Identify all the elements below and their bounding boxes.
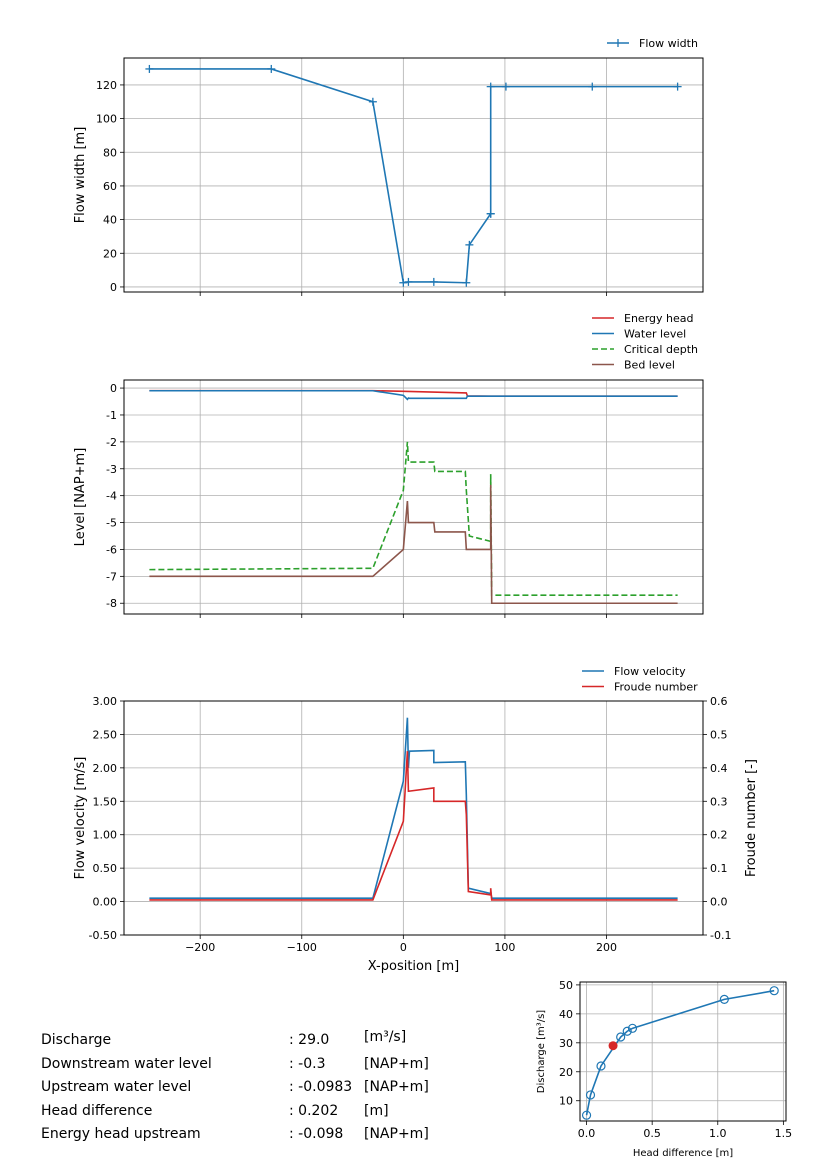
y-axis-label: Flow velocity [m/s] — [73, 757, 88, 880]
info-label: Downstream water level — [41, 1055, 212, 1072]
info-unit: [NAP+m] — [364, 1079, 429, 1096]
y-tick-label: -3 — [106, 463, 117, 476]
y-tick-label: 2.00 — [93, 762, 118, 775]
y2-tick-label: 0.0 — [710, 896, 728, 909]
x-tick-label: 0.0 — [578, 1127, 596, 1140]
data-point — [627, 1023, 638, 1033]
y-axis-label: Discharge [m³/s] — [536, 1010, 547, 1093]
series-line — [149, 389, 678, 401]
axes-frame — [579, 981, 787, 1122]
info-label: Upstream water level — [41, 1079, 192, 1096]
y-tick-label: 20 — [103, 247, 117, 260]
y-tick-label: 10 — [559, 1095, 573, 1108]
legend-label: Bed level — [624, 359, 675, 372]
data-point — [581, 1110, 592, 1120]
y-tick-label: 3.00 — [93, 695, 118, 708]
y-tick-label: 30 — [559, 1037, 573, 1050]
highlight-point — [608, 1041, 618, 1051]
y2-tick-label: 0.3 — [710, 795, 728, 808]
y-tick-label: 20 — [559, 1066, 573, 1079]
info-value: : 29.0 — [289, 1032, 330, 1048]
y-tick-label: -6 — [106, 543, 117, 556]
info-label: Energy head upstream — [41, 1126, 201, 1143]
series-line — [149, 717, 678, 900]
y-tick-label: -4 — [106, 490, 117, 503]
series-line — [585, 989, 775, 1116]
x-axis-label: Head difference [m] — [633, 1148, 733, 1159]
info-value: : -0.098 — [289, 1126, 344, 1143]
y-tick-label: 0.00 — [93, 896, 118, 909]
y2-tick-label: 0.6 — [710, 695, 728, 708]
series-line — [149, 68, 678, 284]
y2-tick-label: 0.5 — [710, 728, 728, 741]
data-point — [719, 994, 729, 1004]
y-tick-label: 1.00 — [93, 829, 118, 842]
y-tick-label: -1 — [106, 409, 117, 422]
legend-label: Water level — [624, 328, 686, 341]
y-tick-label: 80 — [103, 146, 117, 159]
series-line — [149, 441, 678, 596]
info-label: Discharge — [41, 1032, 112, 1048]
x-tick-label: 1.0 — [709, 1127, 727, 1140]
y-tick-label: -2 — [106, 436, 117, 449]
y-tick-label: 50 — [559, 979, 573, 992]
data-point — [585, 1090, 596, 1100]
y-tick-label: 100 — [96, 113, 117, 126]
y-tick-label: 40 — [559, 1008, 573, 1021]
y-tick-label: 60 — [103, 180, 117, 193]
info-value: : -0.3 — [289, 1055, 326, 1072]
x-tick-label: 0.5 — [643, 1127, 661, 1140]
x-tick-label: 0 — [400, 941, 407, 954]
info-label: Head difference — [41, 1102, 153, 1119]
x-tick-label: 200 — [596, 941, 617, 954]
series-line — [149, 484, 678, 605]
y-tick-label: -5 — [106, 517, 117, 530]
data-point — [616, 1032, 626, 1042]
y-tick-label: -8 — [106, 597, 117, 610]
data-point — [596, 1061, 606, 1071]
y-tick-label: 40 — [103, 214, 117, 227]
y-tick-label: 120 — [96, 79, 117, 92]
data-point — [769, 986, 779, 996]
info-unit: [m] — [364, 1102, 389, 1119]
info-unit: [NAP+m] — [364, 1126, 429, 1143]
info-unit: [NAP+m] — [364, 1055, 429, 1072]
x-tick-label: −200 — [185, 941, 215, 954]
legend-label: Flow width — [639, 37, 698, 50]
y2-tick-label: 0.2 — [710, 829, 728, 842]
y-tick-label: -7 — [106, 570, 117, 583]
axes-frame — [123, 379, 704, 615]
y-tick-label: 0 — [110, 281, 117, 294]
legend-label: Critical depth — [624, 343, 698, 356]
y2-tick-label: 0.4 — [710, 762, 728, 775]
y-tick-label: 0 — [110, 382, 117, 395]
legend-label: Froude number — [614, 681, 698, 694]
y-tick-label: 2.50 — [93, 728, 118, 741]
y-tick-label: 1.50 — [93, 795, 118, 808]
y-axis-label: Level [NAP+m] — [73, 448, 88, 547]
info-unit: [m³/s] — [364, 1029, 407, 1045]
x-tick-label: 100 — [494, 941, 515, 954]
legend-label: Energy head — [624, 312, 693, 325]
axes-frame — [123, 700, 704, 936]
y-axis-label: Flow width [m] — [73, 127, 88, 224]
info-value: : -0.0983 — [289, 1079, 353, 1096]
y2-tick-label: -0.1 — [710, 929, 731, 942]
data-point — [622, 1026, 632, 1036]
series-line — [149, 751, 678, 901]
y2-tick-label: 0.1 — [710, 862, 728, 875]
y-tick-label: 0.50 — [93, 862, 118, 875]
legend-label: Flow velocity — [614, 665, 686, 678]
x-tick-label: −100 — [287, 941, 317, 954]
y-tick-label: -0.50 — [89, 929, 117, 942]
info-value: : 0.202 — [289, 1102, 339, 1119]
x-tick-label: 1.5 — [775, 1127, 793, 1140]
x-axis-label: X-position [m] — [368, 959, 459, 974]
axes-frame — [123, 57, 704, 293]
y2-axis-label: Froude number [-] — [744, 759, 759, 877]
